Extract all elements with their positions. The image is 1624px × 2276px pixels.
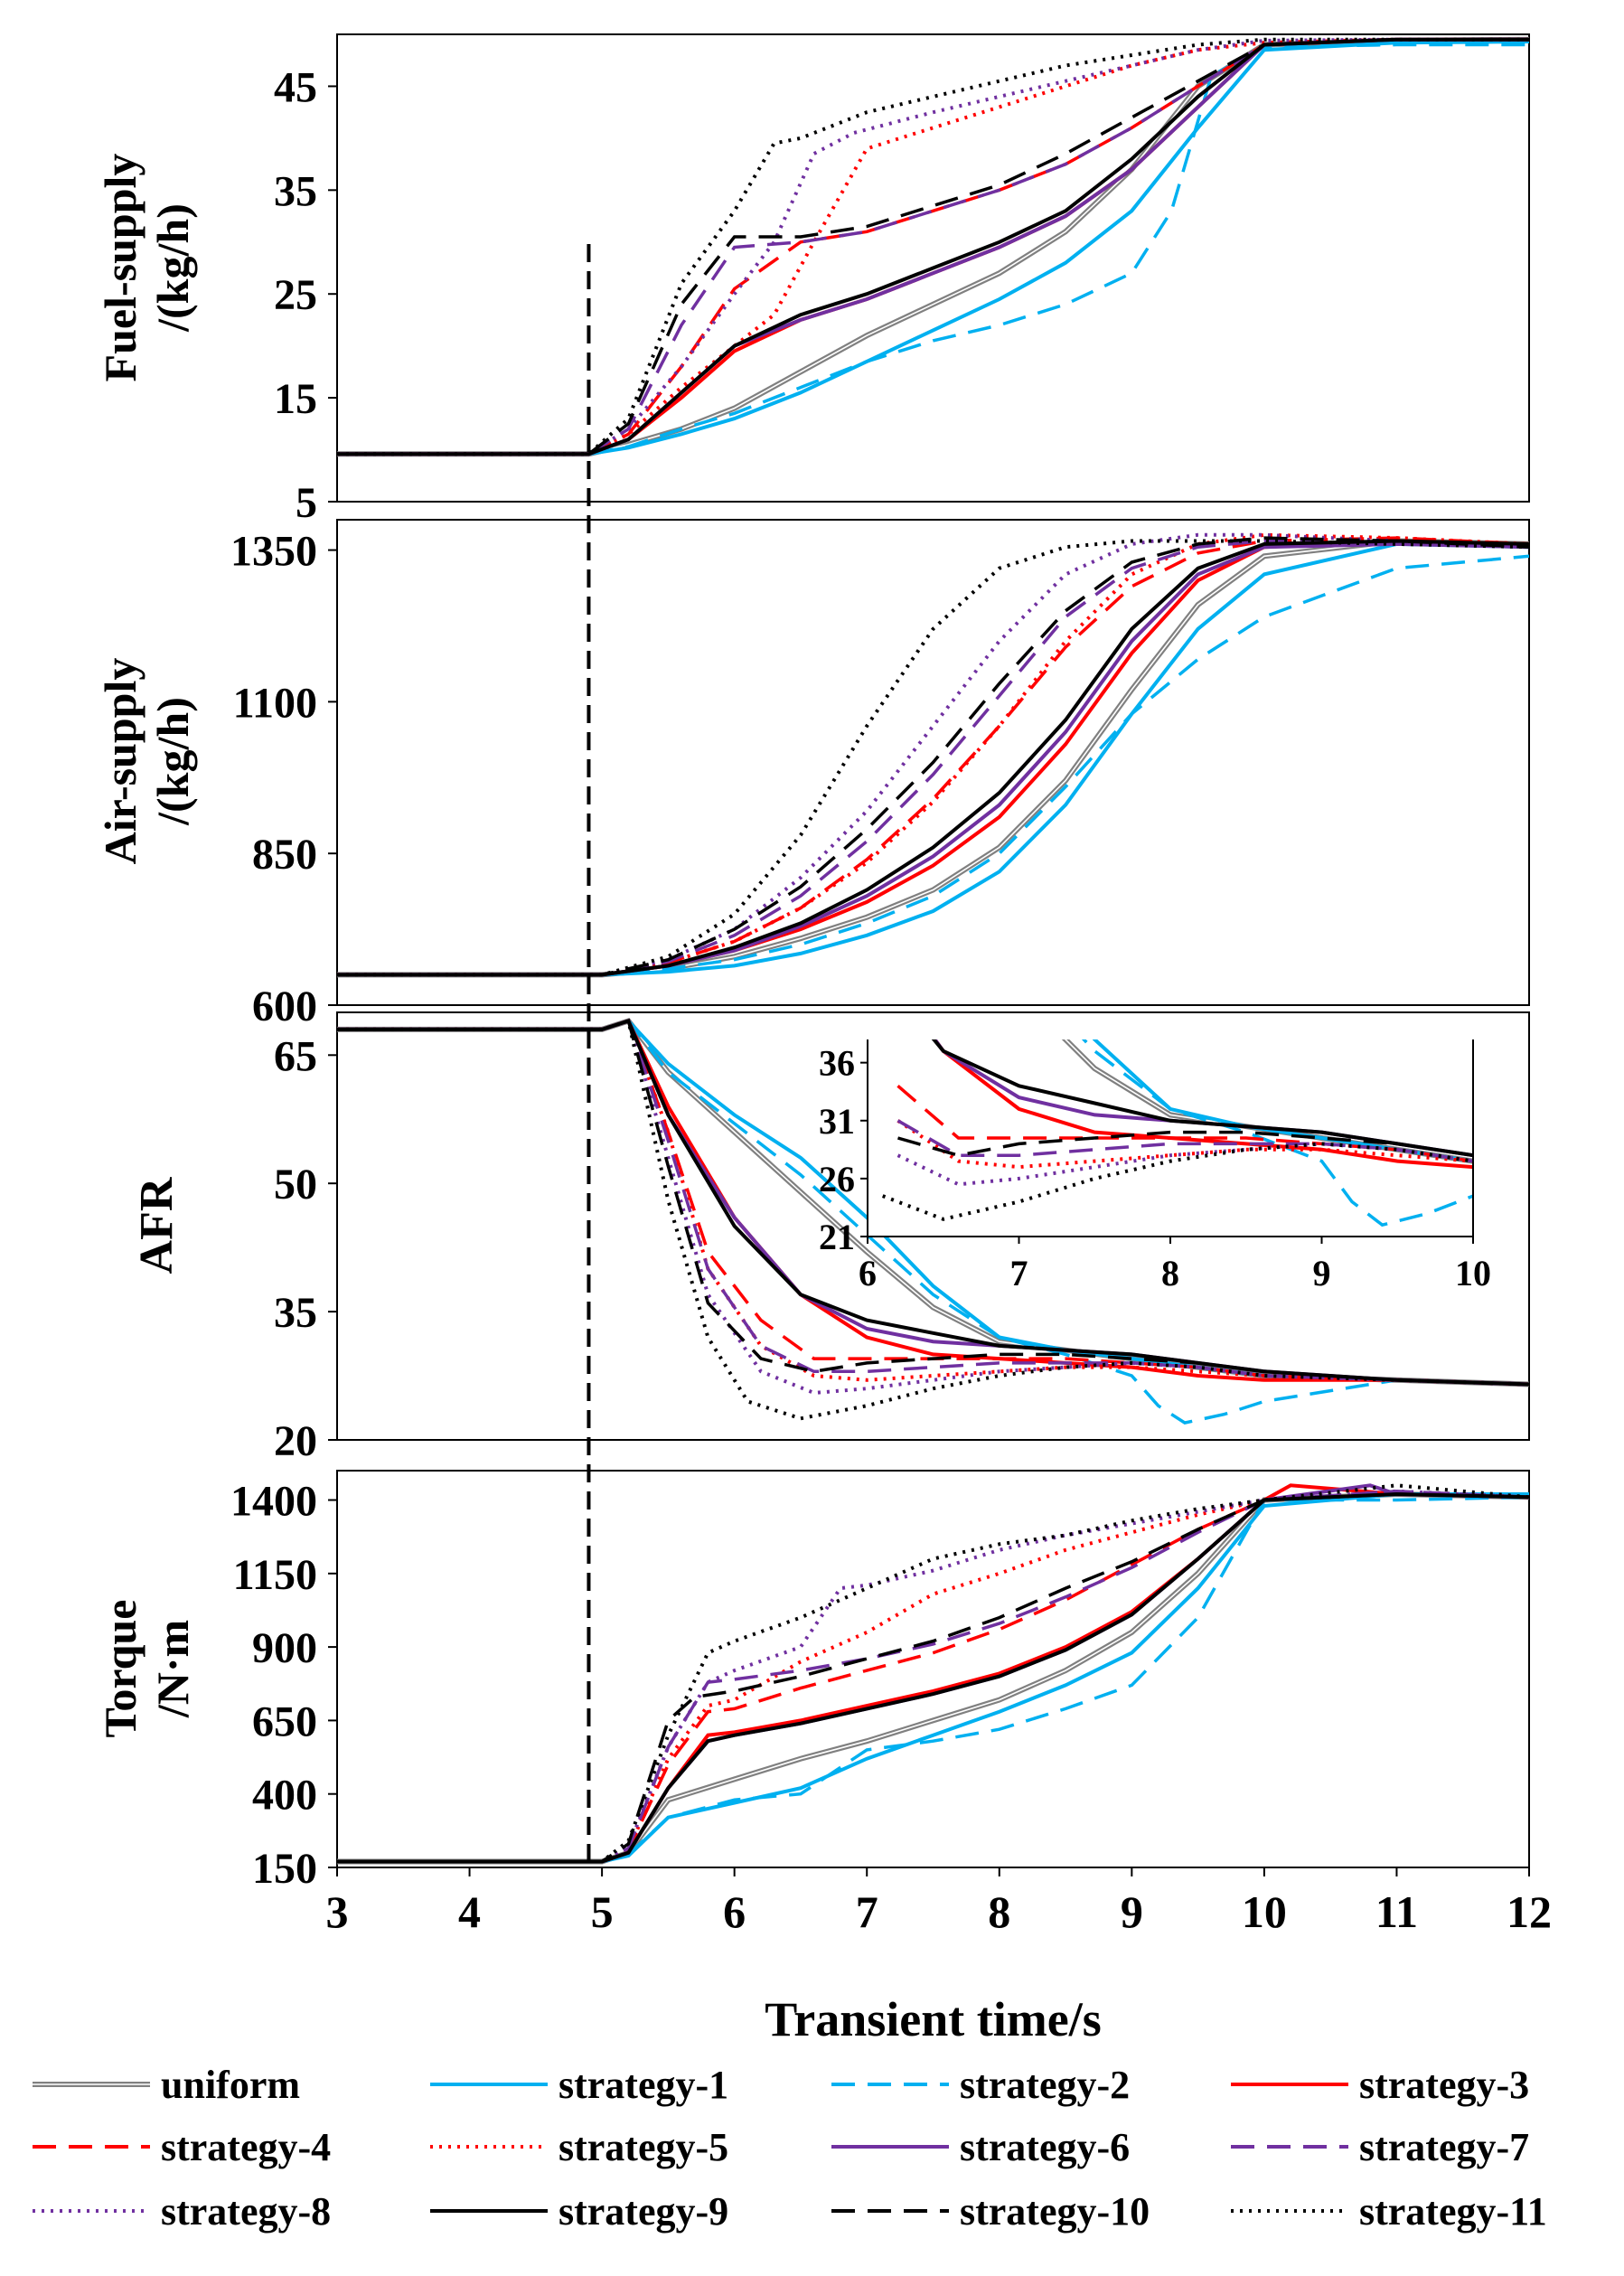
inset-ytick-label: 36 [819,1043,855,1084]
air-series-strategy-2 [337,554,1529,977]
torque-xtick-label: 8 [988,1886,1010,1937]
legend-label-strategy-5: strategy-5 [559,2125,728,2169]
air-series-strategy-7 [337,539,1529,977]
torque-ytick-label: 1150 [233,1551,317,1599]
air-ytick-label: 850 [252,831,317,879]
legend-label-strategy-2: strategy-2 [960,2063,1130,2107]
legend-label-strategy-9: strategy-9 [559,2189,728,2234]
torque-series-strategy-5 [337,1491,1529,1864]
torque-ytick-label: 900 [252,1624,317,1672]
legend-label-strategy-3: strategy-3 [1359,2063,1529,2107]
air-series-strategy-1 [337,541,1529,977]
fuel-series-strategy-10 [337,37,1529,456]
fuel-series-strategy-11 [337,37,1529,456]
inset-series-strategy-8 [896,1142,1473,1187]
inset-series-strategy-9 [931,1039,1473,1158]
legend-label-strategy-10: strategy-10 [960,2189,1150,2234]
torque-ytick-label: 1400 [230,1478,317,1526]
torque-plot-frame [336,1470,1530,1868]
air-y-axis-title-1: Air-supply [95,658,146,865]
torque-ytick-label: 400 [252,1772,317,1820]
afr-series-strategy-2 [337,1019,1529,1425]
afr-series-strategy-11 [337,1018,1529,1421]
inset-ytick-label: 21 [819,1217,855,1257]
torque-ytick-label: 650 [252,1698,317,1745]
legend-label-strategy-7: strategy-7 [1359,2125,1529,2169]
inset-xtick-label: 10 [1455,1253,1491,1293]
torque-series-strategy-11 [337,1483,1529,1864]
legend-label-strategy-8: strategy-8 [161,2189,331,2234]
fuel-y-axis-title-1: Fuel-supply [95,154,146,382]
air-ytick-label: 600 [252,983,317,1030]
legend-label-strategy-4: strategy-4 [161,2125,331,2169]
fuel-series-strategy-1 [337,40,1529,456]
torque-xtick-label: 9 [1121,1886,1143,1937]
fuel-ytick-label: 45 [274,63,317,111]
torque-xtick-label: 6 [723,1886,746,1937]
torque-series-strategy-9 [337,1491,1529,1864]
torque-series-strategy-10 [337,1492,1529,1864]
x-axis-title: Transient time/s [765,1992,1101,2046]
torque-y-axis-title-2: /N·m [147,1620,198,1718]
fuel-series-strategy-9 [337,37,1529,456]
torque-y-axis-title-1: Torque [95,1600,146,1738]
torque-series-strategy-2 [337,1495,1529,1864]
torque-xtick-label: 3 [326,1886,349,1937]
fuel-ytick-label: 5 [296,479,317,527]
air-y-axis-title-2: /(kg/h) [147,697,198,826]
air-series-strategy-5 [337,532,1529,977]
inset-xtick-label: 6 [859,1253,877,1293]
legend-label-strategy-6: strategy-6 [960,2125,1130,2169]
fuel-y-axis-title-2: /(kg/h) [147,203,198,333]
air-series-strategy-11 [337,539,1529,977]
torque-xtick-label: 5 [591,1886,614,1937]
legend-label-uniform: uniform [161,2063,300,2107]
afr-series-strategy-10 [337,1019,1529,1387]
afr-y-axis-title-1: AFR [131,1176,183,1274]
air-series-strategy-9 [337,539,1529,977]
torque-xtick-label: 7 [856,1886,878,1937]
torque-series-uniform-core [337,1493,1529,1863]
afr-ytick-label: 50 [274,1161,317,1209]
inset-series-strategy-11 [881,1142,1473,1221]
afr-ytick-label: 35 [274,1289,317,1337]
inset-series-strategy-10 [897,1130,1473,1157]
afr-ytick-label: 20 [274,1417,317,1465]
fuel-ytick-label: 25 [274,271,317,319]
torque-xtick-label: 11 [1375,1886,1418,1937]
torque-ytick-label: 150 [252,1845,317,1893]
torque-xtick-label: 12 [1507,1886,1552,1937]
air-series-strategy-10 [337,536,1529,977]
inset-xtick-label: 8 [1161,1253,1179,1293]
inset-ytick-label: 31 [819,1101,855,1142]
torque-xtick-label: 10 [1242,1886,1287,1937]
fuel-series-strategy-4 [337,37,1529,456]
fuel-ytick-label: 15 [274,375,317,423]
air-ytick-label: 1350 [230,528,317,576]
legend-label-strategy-1: strategy-1 [559,2063,728,2107]
torque-xtick-label: 4 [458,1886,481,1937]
inset-ytick-label: 26 [819,1159,855,1199]
inset-series-strategy-7 [896,1119,1473,1163]
inset-series-strategy-4 [896,1084,1473,1163]
legend-label-strategy-11: strategy-11 [1359,2189,1547,2234]
inset-xtick-label: 7 [1010,1253,1028,1293]
inset-xtick-label: 9 [1313,1253,1331,1293]
fuel-ytick-label: 35 [274,167,317,215]
air-ytick-label: 1100 [233,679,317,727]
afr-series-strategy-9 [337,1019,1529,1387]
afr-ytick-label: 65 [274,1032,317,1080]
